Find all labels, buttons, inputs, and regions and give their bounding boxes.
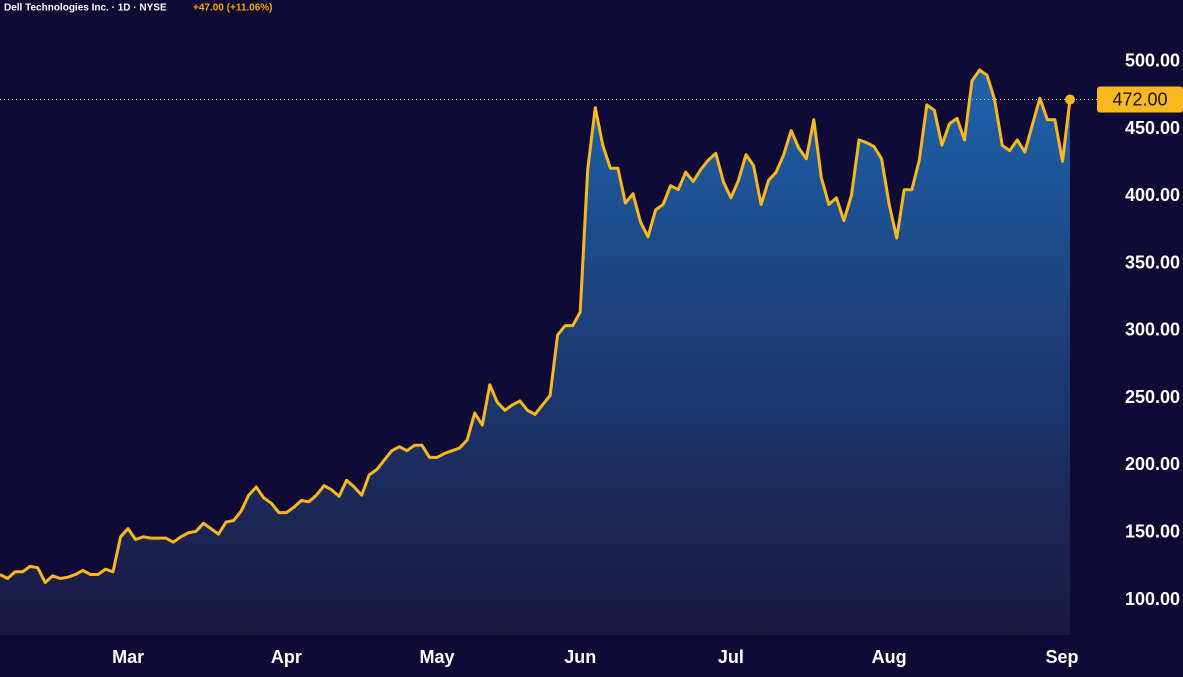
x-tick-label: Sep: [1045, 647, 1078, 667]
x-tick-label: Apr: [271, 647, 302, 667]
last-point: [1065, 94, 1075, 105]
area: [0, 70, 1070, 635]
y-tick-label: 200.00: [1125, 454, 1180, 474]
x-tick-label: Jun: [564, 647, 596, 667]
y-tick-label: 150.00: [1125, 522, 1180, 542]
price-change: +47.00 (+11.06%): [193, 3, 273, 14]
x-tick-label: Aug: [872, 647, 907, 667]
x-tick-label: Jul: [718, 647, 744, 667]
x-tick-label: May: [420, 647, 455, 667]
x-tick-label: Mar: [112, 647, 144, 667]
y-tick-label: 100.00: [1125, 589, 1180, 609]
y-tick-label: 400.00: [1125, 185, 1180, 205]
y-tick-label: 250.00: [1125, 387, 1180, 407]
y-tick-label: 350.00: [1125, 252, 1180, 272]
chart-title: Dell Technologies Inc. · 1D · NYSE: [4, 3, 167, 14]
y-tick-label: 300.00: [1125, 320, 1180, 340]
y-tick-label: 450.00: [1125, 118, 1180, 138]
last-price-label: 472.00: [1112, 89, 1167, 109]
last-price-box: [1097, 86, 1183, 113]
price-line: [0, 68, 1072, 584]
y-tick-label: 500.00: [1125, 51, 1180, 71]
